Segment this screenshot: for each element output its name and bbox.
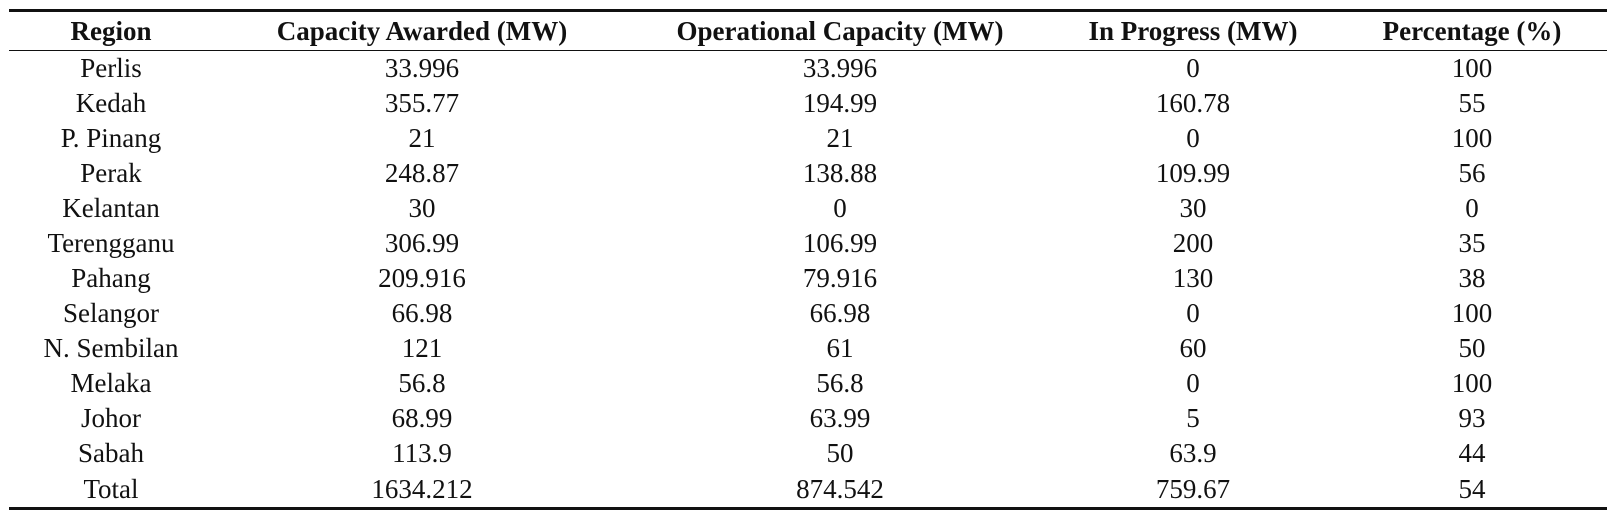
- cell-in-progress: 0: [1186, 123, 1200, 153]
- table-row: Pahang 209.916 79.916 130 38: [9, 261, 1607, 296]
- cell-operational-capacity: 21: [826, 123, 854, 153]
- table-row: Terengganu 306.99 106.99 200 35: [9, 226, 1607, 261]
- header-in-progress: In Progress (MW): [1049, 10, 1337, 51]
- cell-region: Terengganu: [47, 228, 175, 258]
- cell-operational-capacity: 63.99: [809, 403, 871, 433]
- cell-in-progress: 30: [1179, 193, 1207, 223]
- cell-in-progress: 0: [1186, 53, 1200, 83]
- cell-in-progress: 160.78: [1155, 88, 1231, 118]
- cell-percentage: 50: [1458, 333, 1486, 363]
- cell-region: Johor: [81, 403, 141, 433]
- cell-percentage: 38: [1458, 263, 1486, 293]
- table-row: Sabah 113.9 50 63.9 44: [9, 436, 1607, 471]
- cell-operational-capacity: 106.99: [802, 228, 878, 258]
- cell-in-progress: 63.9: [1169, 438, 1217, 468]
- cell-operational-capacity: 0: [833, 193, 847, 223]
- header-region: Region: [9, 10, 213, 51]
- cell-region: Sabah: [78, 438, 144, 468]
- cell-percentage: 100: [1451, 123, 1493, 153]
- cell-operational-capacity: 61: [826, 333, 854, 363]
- cell-percentage: 56: [1458, 158, 1486, 188]
- cell-capacity-awarded: 56.8: [398, 368, 446, 398]
- table-row: Johor 68.99 63.99 5 93: [9, 401, 1607, 436]
- cell-in-progress: 60: [1179, 333, 1207, 363]
- table-row: Perak 248.87 138.88 109.99 56: [9, 156, 1607, 191]
- cell-capacity-awarded: 355.77: [384, 88, 460, 118]
- cell-in-progress: 130: [1172, 263, 1214, 293]
- cell-capacity-awarded: 113.9: [392, 438, 452, 468]
- cell-operational-capacity: 138.88: [802, 158, 878, 188]
- cell-percentage: 54: [1458, 473, 1486, 504]
- header-operational-capacity: Operational Capacity (MW): [631, 10, 1049, 51]
- header-row: Region Capacity Awarded (MW) Operational…: [9, 10, 1607, 51]
- cell-in-progress: 0: [1186, 368, 1200, 398]
- cell-percentage: 44: [1458, 438, 1486, 468]
- cell-capacity-awarded: 306.99: [384, 228, 460, 258]
- cell-region: P. Pinang: [60, 123, 162, 153]
- cell-in-progress: 759.67: [1155, 473, 1231, 504]
- cell-region: Pahang: [71, 263, 151, 293]
- cell-in-progress: 200: [1172, 228, 1214, 258]
- cell-region: Total: [83, 473, 139, 504]
- cell-percentage: 100: [1451, 298, 1493, 328]
- cell-region: Perak: [80, 158, 142, 188]
- table-row: Kelantan 30 0 30 0: [9, 191, 1607, 226]
- cell-capacity-awarded: 33.996: [384, 53, 460, 83]
- cell-operational-capacity: 194.99: [802, 88, 878, 118]
- cell-percentage: 93: [1458, 403, 1486, 433]
- cell-percentage: 55: [1458, 88, 1486, 118]
- cell-operational-capacity: 79.916: [802, 263, 878, 293]
- cell-capacity-awarded: 66.98: [391, 298, 453, 328]
- table-row: N. Sembilan 121 61 60 50: [9, 331, 1607, 366]
- cell-percentage: 100: [1451, 53, 1493, 83]
- table-row: Perlis 33.996 33.996 0 100: [9, 51, 1607, 87]
- cell-region: Perlis: [80, 53, 142, 83]
- cell-operational-capacity: 56.8: [816, 368, 864, 398]
- cell-percentage: 35: [1458, 228, 1486, 258]
- cell-percentage: 0: [1465, 193, 1479, 223]
- cell-region: Kelantan: [62, 193, 160, 223]
- cell-operational-capacity: 33.996: [802, 53, 878, 83]
- cell-capacity-awarded: 1634.212: [371, 473, 473, 504]
- cell-region: N. Sembilan: [43, 333, 179, 363]
- table-row: Kedah 355.77 194.99 160.78 55: [9, 86, 1607, 121]
- cell-capacity-awarded: 121: [401, 333, 443, 363]
- cell-capacity-awarded: 209.916: [378, 263, 466, 293]
- capacity-table-container: Region Capacity Awarded (MW) Operational…: [9, 9, 1607, 510]
- cell-region: Kedah: [75, 88, 147, 118]
- cell-percentage: 100: [1451, 368, 1493, 398]
- cell-in-progress: 5: [1186, 403, 1200, 433]
- cell-operational-capacity: 50: [826, 438, 854, 468]
- cell-capacity-awarded: 68.99: [391, 403, 453, 433]
- table-header: Region Capacity Awarded (MW) Operational…: [9, 10, 1607, 51]
- header-percentage: Percentage (%): [1337, 10, 1607, 51]
- capacity-table: Region Capacity Awarded (MW) Operational…: [9, 9, 1607, 510]
- table-row: P. Pinang 21 21 0 100: [9, 121, 1607, 156]
- table-body: Perlis 33.996 33.996 0 100 Kedah 355.77 194.99 1…: [9, 51, 1607, 509]
- cell-in-progress: 109.99: [1155, 158, 1231, 188]
- cell-capacity-awarded: 21: [408, 123, 436, 153]
- cell-operational-capacity: 66.98: [809, 298, 871, 328]
- cell-operational-capacity: 874.542: [796, 473, 884, 504]
- table-row: Selangor 66.98 66.98 0 100: [9, 296, 1607, 331]
- cell-region: Selangor: [63, 298, 159, 328]
- header-capacity-awarded: Capacity Awarded (MW): [213, 10, 631, 51]
- cell-capacity-awarded: 30: [408, 193, 436, 223]
- cell-capacity-awarded: 248.87: [384, 158, 460, 188]
- cell-region: Melaka: [70, 368, 152, 398]
- cell-in-progress: 0: [1186, 298, 1200, 328]
- total-row: Total 1634.212 874.542 759.67 54: [9, 471, 1607, 509]
- table-row: Melaka 56.8 56.8 0 100: [9, 366, 1607, 401]
